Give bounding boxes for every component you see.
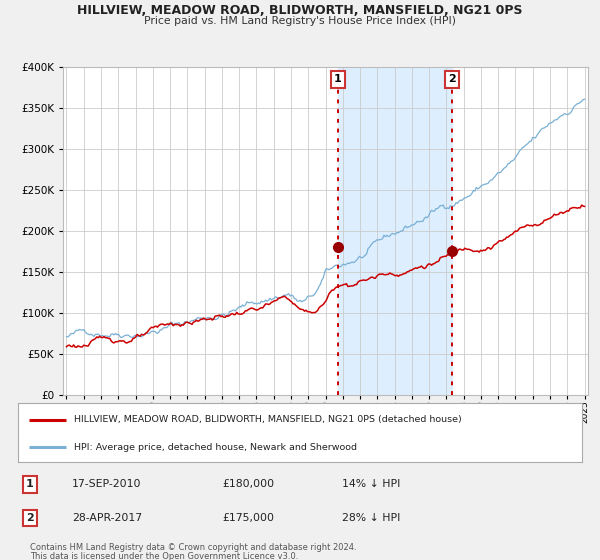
Bar — [338, 67, 452, 395]
Text: 2: 2 — [448, 74, 456, 85]
Text: HILLVIEW, MEADOW ROAD, BLIDWORTH, MANSFIELD, NG21 0PS (detached house): HILLVIEW, MEADOW ROAD, BLIDWORTH, MANSFI… — [74, 415, 462, 424]
Text: 28% ↓ HPI: 28% ↓ HPI — [342, 513, 400, 523]
Text: Contains HM Land Registry data © Crown copyright and database right 2024.: Contains HM Land Registry data © Crown c… — [30, 543, 356, 552]
Text: 14% ↓ HPI: 14% ↓ HPI — [342, 479, 400, 489]
Text: 1: 1 — [334, 74, 341, 85]
Text: Price paid vs. HM Land Registry's House Price Index (HPI): Price paid vs. HM Land Registry's House … — [144, 16, 456, 26]
Text: 2: 2 — [26, 513, 34, 523]
Text: £175,000: £175,000 — [222, 513, 274, 523]
Text: 28-APR-2017: 28-APR-2017 — [72, 513, 142, 523]
Text: HILLVIEW, MEADOW ROAD, BLIDWORTH, MANSFIELD, NG21 0PS: HILLVIEW, MEADOW ROAD, BLIDWORTH, MANSFI… — [77, 4, 523, 17]
Text: 1: 1 — [26, 479, 34, 489]
Text: HPI: Average price, detached house, Newark and Sherwood: HPI: Average price, detached house, Newa… — [74, 443, 358, 452]
Text: 17-SEP-2010: 17-SEP-2010 — [72, 479, 142, 489]
Text: £180,000: £180,000 — [222, 479, 274, 489]
Text: This data is licensed under the Open Government Licence v3.0.: This data is licensed under the Open Gov… — [30, 552, 298, 560]
